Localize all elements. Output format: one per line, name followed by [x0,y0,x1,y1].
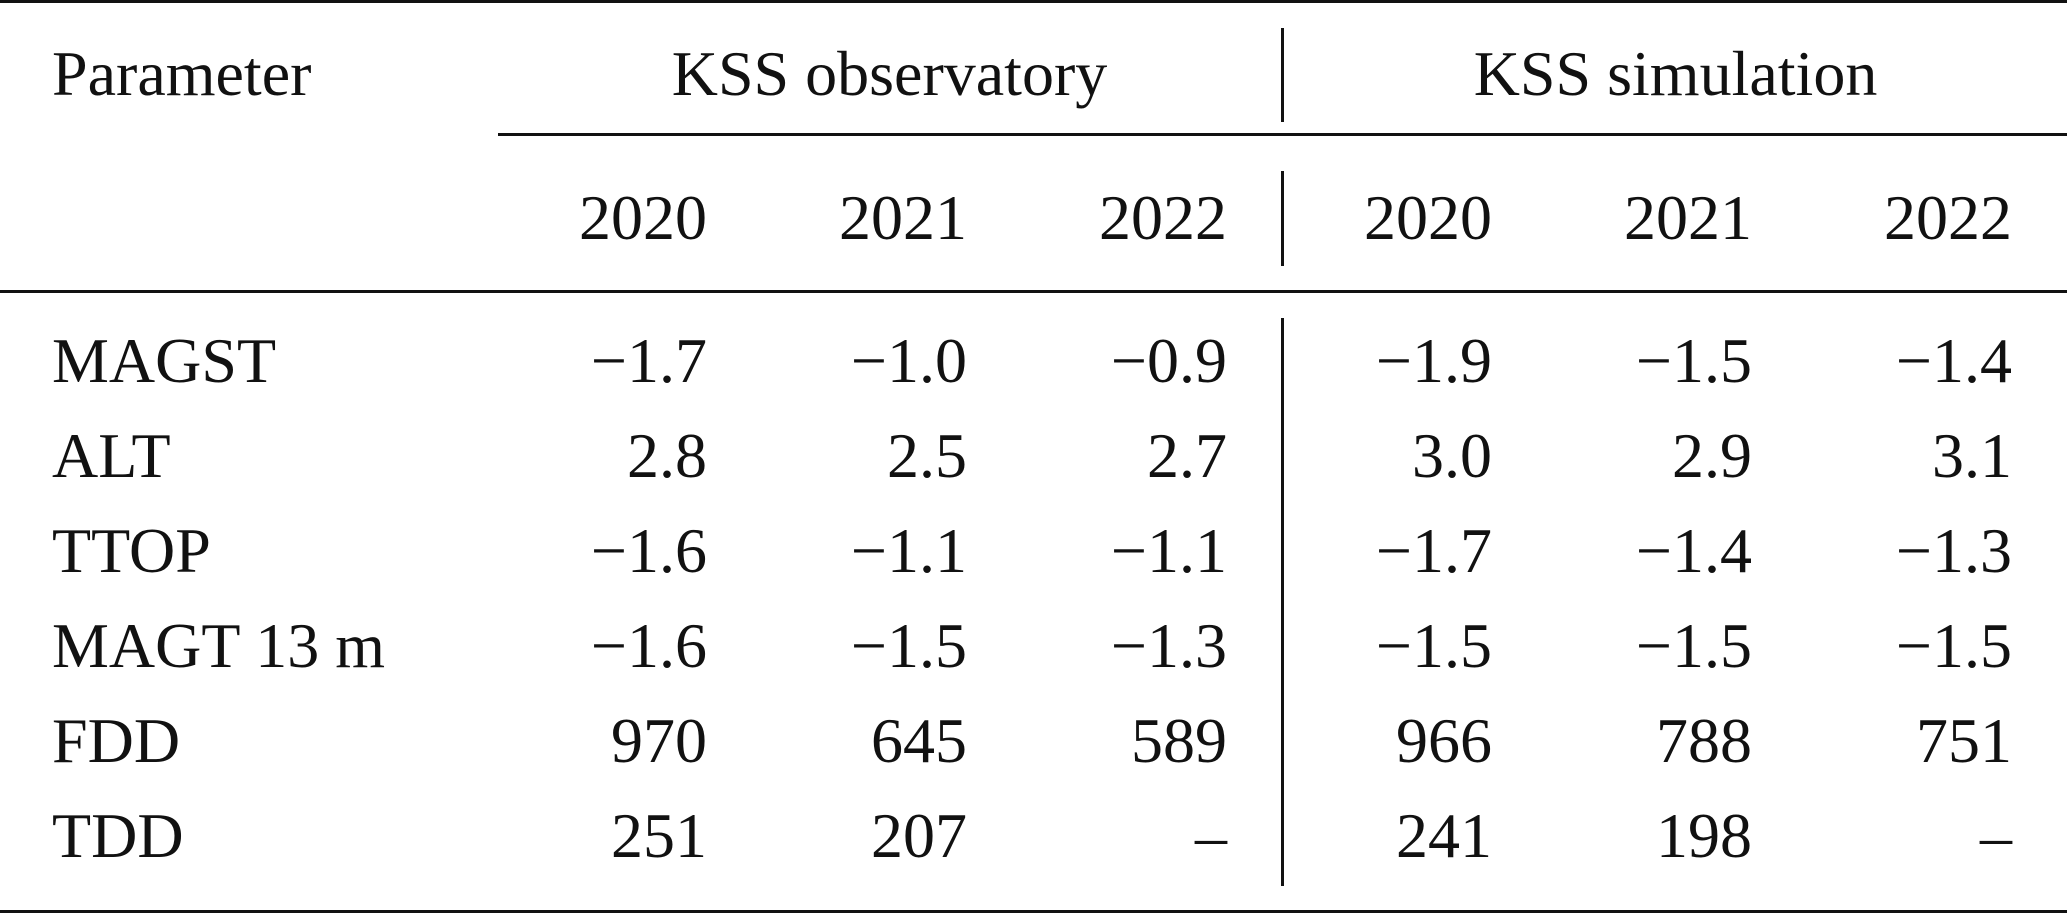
table-cell: −1.4 [1895,325,2012,396]
param-column-header: Parameter [52,38,312,109]
year-header: 2021 [1624,182,1752,253]
table-cell: −1.5 [1375,610,1492,681]
table-cell: 970 [611,705,707,776]
table-cell: – [1195,800,1227,871]
table-cell: 751 [1916,705,2012,776]
table-cell: −1.5 [1635,610,1752,681]
table-cell: 589 [1131,705,1227,776]
table-cell: – [1980,800,2012,871]
year-header: 2022 [1099,182,1227,253]
group-divider-body [1281,318,1284,886]
row-param-label: FDD [52,705,181,776]
table-cell: 3.1 [1932,420,2012,491]
row-param-label: ALT [52,420,171,491]
table-cell: 3.0 [1412,420,1492,491]
table-cell: −1.0 [850,325,967,396]
table-cell: −1.9 [1375,325,1492,396]
bottom-rule [0,910,2067,913]
table-cell: −1.6 [590,610,707,681]
top-rule [0,0,2067,3]
table-cell: −1.3 [1895,515,2012,586]
table-cell: −1.4 [1635,515,1752,586]
table-cell: 2.7 [1147,420,1227,491]
year-header: 2022 [1884,182,2012,253]
table-cell: −0.9 [1110,325,1227,396]
table-cell: 198 [1656,800,1752,871]
table-cell: 251 [611,800,707,871]
table-cell: 645 [871,705,967,776]
table-cell: 788 [1656,705,1752,776]
table-cell: −1.7 [1375,515,1492,586]
table-cell: −1.3 [1110,610,1227,681]
row-param-label: MAGST [52,325,277,396]
year-header: 2021 [839,182,967,253]
group-divider-header [1281,28,1284,122]
header-bottom-rule [0,290,2067,293]
year-header: 2020 [1364,182,1492,253]
group-underline [498,133,2067,136]
table-cell: −1.5 [850,610,967,681]
group-header-observatory: KSS observatory [671,38,1108,109]
group-divider-years [1281,171,1284,266]
table-cell: −1.5 [1635,325,1752,396]
table-cell: 207 [871,800,967,871]
table-cell: −1.5 [1895,610,2012,681]
table-cell: 2.5 [887,420,967,491]
table-cell: −1.1 [1110,515,1227,586]
row-param-label: TDD [52,800,184,871]
row-param-label: MAGT 13 m [52,610,386,681]
table-cell: 241 [1396,800,1492,871]
table-cell: 2.8 [627,420,707,491]
year-header: 2020 [579,182,707,253]
table-cell: −1.7 [590,325,707,396]
row-param-label: TTOP [52,515,211,586]
table-cell: 966 [1396,705,1492,776]
table-cell: −1.1 [850,515,967,586]
table-cell: 2.9 [1672,420,1752,491]
group-header-simulation: KSS simulation [1473,38,1878,109]
table-cell: −1.6 [590,515,707,586]
